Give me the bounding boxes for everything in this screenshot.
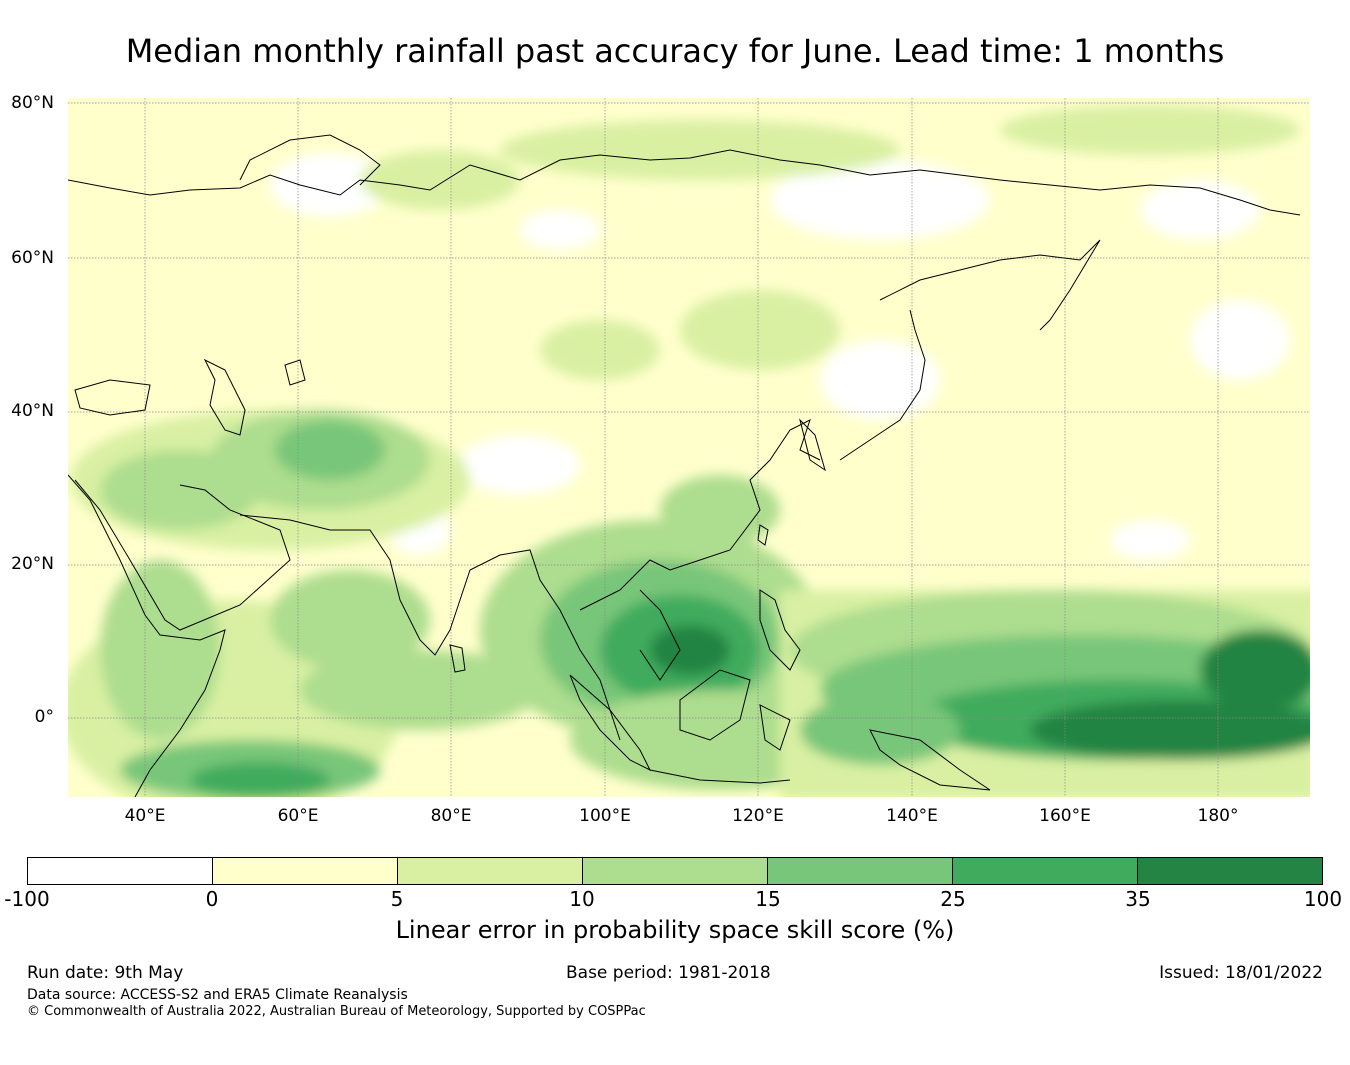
lon-label-180: 180°: [1197, 806, 1239, 826]
colorbar-tick: 15: [755, 887, 781, 911]
colorbar-bin-0-5: [213, 858, 398, 884]
colorbar-tick: -100: [4, 887, 50, 911]
issued-date: Issued: 18/01/2022: [1159, 963, 1323, 983]
lat-label-20n: 20°N: [11, 554, 54, 574]
chart-title: Median monthly rainfall past accuracy fo…: [125, 32, 1225, 70]
graticule: [68, 98, 1310, 797]
lat-label-0: 0°: [34, 707, 54, 727]
base-period: Base period: 1981-2018: [566, 963, 771, 983]
lon-label-40e: 40°E: [124, 806, 166, 826]
colorbar-bin-35-100: [1138, 858, 1322, 884]
colorbar-tick: 10: [569, 887, 595, 911]
colorbar-bin-5-10: [398, 858, 583, 884]
lat-label-60n: 60°N: [11, 248, 54, 268]
colorbar-tick: 100: [1303, 887, 1343, 911]
lat-label-80n: 80°N: [11, 93, 54, 113]
lon-label-80e: 80°E: [430, 806, 472, 826]
skill-score-map: [68, 98, 1310, 797]
colorbar: [27, 857, 1323, 885]
colorbar-bin-25-35: [953, 858, 1138, 884]
colorbar-tick: 0: [205, 887, 219, 911]
lon-label-120e: 120°E: [732, 806, 784, 826]
lat-label-40n: 40°N: [11, 401, 54, 421]
colorbar-tick: 5: [390, 887, 404, 911]
data-source: Data source: ACCESS-S2 and ERA5 Climate …: [27, 987, 408, 1003]
coastlines: [68, 134, 1301, 797]
lon-label-60e: 60°E: [277, 806, 319, 826]
lon-label-100e: 100°E: [579, 806, 631, 826]
run-date: Run date: 9th May: [27, 963, 184, 983]
colorbar-bin-neg100-0: [28, 858, 213, 884]
lon-label-160e: 160°E: [1039, 806, 1091, 826]
colorbar-bin-10-15: [583, 858, 768, 884]
copyright: © Commonwealth of Australia 2022, Austra…: [27, 1004, 646, 1019]
colorbar-tick: 25: [940, 887, 966, 911]
lon-label-140e: 140°E: [886, 806, 938, 826]
colorbar-tick: 35: [1125, 887, 1151, 911]
colorbar-bin-15-25: [768, 858, 953, 884]
colorbar-label: Linear error in probability space skill …: [395, 916, 955, 944]
